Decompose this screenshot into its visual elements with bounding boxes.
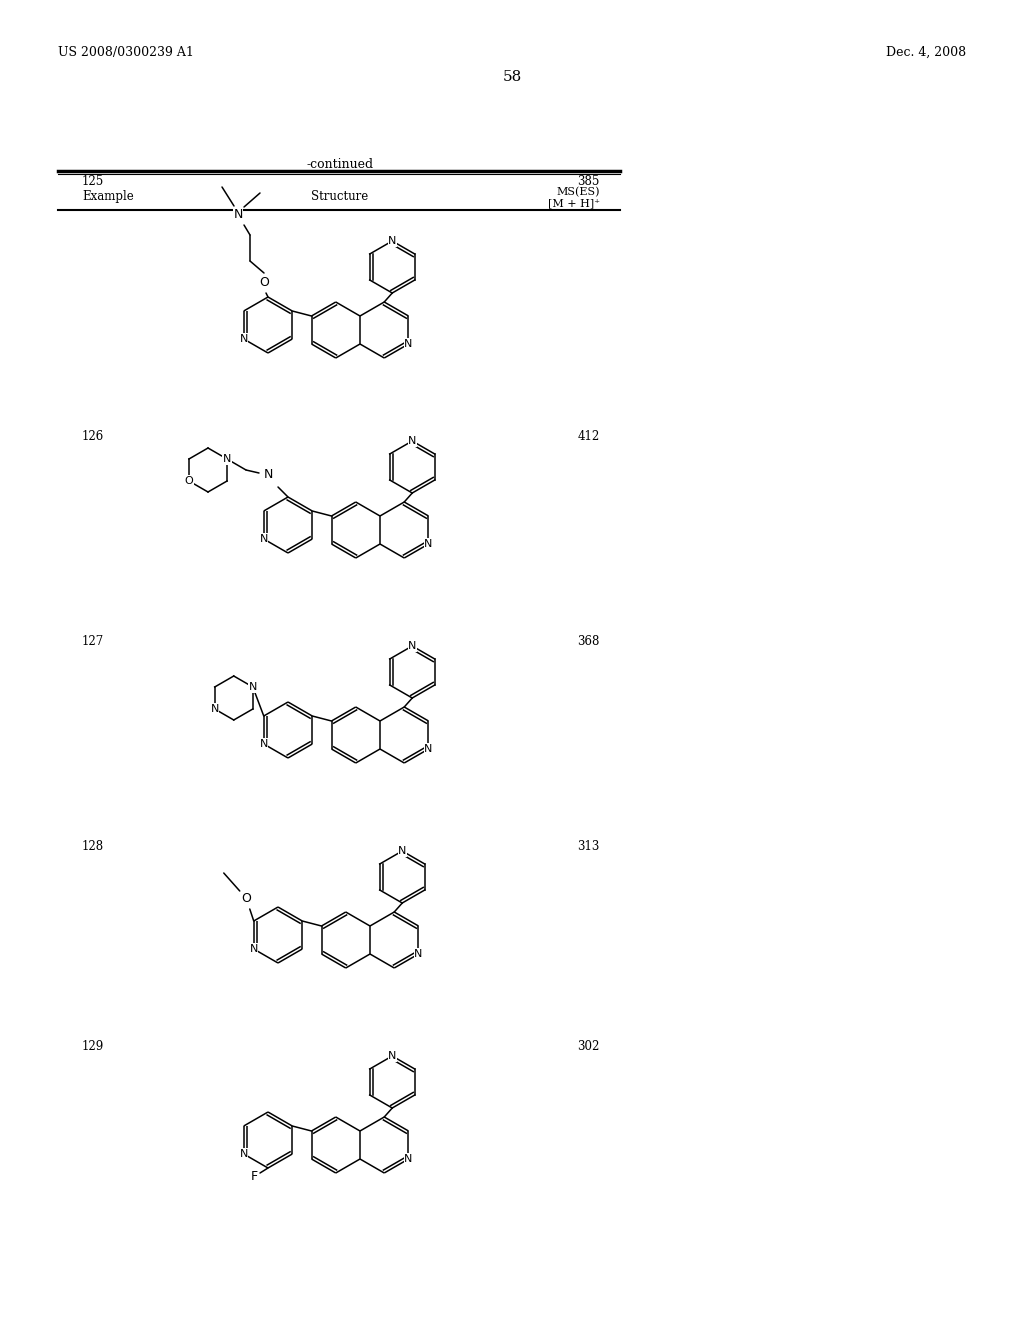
Text: N: N — [398, 846, 407, 855]
Text: O: O — [184, 477, 194, 486]
Text: N: N — [424, 744, 433, 754]
Text: 412: 412 — [578, 430, 600, 444]
Text: 127: 127 — [82, 635, 104, 648]
Text: N: N — [240, 1148, 248, 1159]
Text: N: N — [259, 739, 268, 748]
Text: N: N — [388, 236, 396, 246]
Text: O: O — [259, 276, 269, 289]
Text: N: N — [388, 1051, 396, 1061]
Text: N: N — [404, 339, 413, 348]
Text: Dec. 4, 2008: Dec. 4, 2008 — [886, 46, 966, 59]
Text: N: N — [408, 436, 417, 446]
Text: MS(ES): MS(ES) — [556, 187, 600, 197]
Text: N: N — [211, 704, 219, 714]
Text: [M + H]⁺: [M + H]⁺ — [548, 198, 600, 209]
Text: 368: 368 — [578, 635, 600, 648]
Text: F: F — [251, 1170, 258, 1183]
Text: N: N — [263, 469, 272, 482]
Text: N: N — [404, 1154, 413, 1164]
Text: N: N — [424, 539, 433, 549]
Text: 302: 302 — [578, 1040, 600, 1053]
Text: N: N — [415, 949, 423, 960]
Text: O: O — [241, 892, 251, 906]
Text: N: N — [249, 682, 257, 692]
Text: 385: 385 — [578, 176, 600, 187]
Text: N: N — [259, 535, 268, 544]
Text: N: N — [250, 944, 258, 954]
Text: 313: 313 — [578, 840, 600, 853]
Text: 128: 128 — [82, 840, 104, 853]
Text: Structure: Structure — [311, 190, 369, 203]
Text: US 2008/0300239 A1: US 2008/0300239 A1 — [58, 46, 194, 59]
Text: 58: 58 — [503, 70, 521, 84]
Text: N: N — [240, 334, 248, 345]
Text: 129: 129 — [82, 1040, 104, 1053]
Text: 125: 125 — [82, 176, 104, 187]
Text: N: N — [408, 642, 417, 651]
Text: -continued: -continued — [306, 158, 374, 172]
Text: 126: 126 — [82, 430, 104, 444]
Text: N: N — [233, 209, 243, 222]
Text: N: N — [223, 454, 231, 465]
Text: Example: Example — [82, 190, 134, 203]
